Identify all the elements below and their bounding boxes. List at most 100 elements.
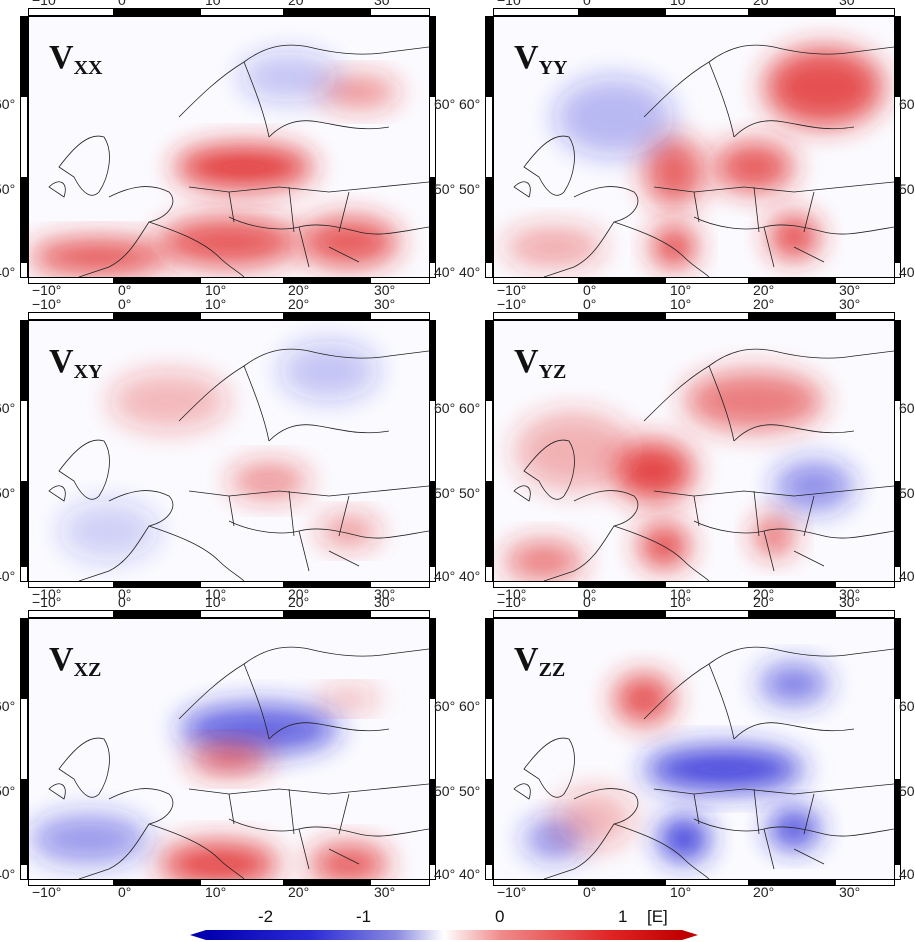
- longitude-tick-bottom: 10°: [670, 586, 692, 602]
- latitude-tick-right: 60°: [899, 698, 915, 714]
- gravity-gradient-field: [504, 348, 894, 581]
- latitude-tick-right: 50°: [434, 783, 456, 799]
- longitude-tick-bottom: 20°: [288, 884, 310, 900]
- longitude-tick-bottom: −10°: [497, 884, 527, 900]
- gravity-gradient-field: [504, 44, 894, 277]
- longitude-tick-bottom: 0°: [583, 282, 597, 298]
- longitude-tick-top: 30°: [839, 0, 861, 8]
- map-frame-left: [485, 618, 493, 880]
- map-frame-right: [893, 320, 901, 582]
- longitude-tick-bottom: 30°: [839, 282, 861, 298]
- longitude-tick-top: 30°: [374, 296, 396, 312]
- longitude-tick-top: −10°: [497, 296, 527, 312]
- field-anomaly: [764, 47, 884, 127]
- latitude-tick-left: 60°: [0, 698, 16, 714]
- longitude-tick-top: 10°: [205, 594, 227, 610]
- field-anomaly: [319, 76, 399, 108]
- map-frame-top: [493, 8, 895, 16]
- latitude-tick-left: 60°: [459, 698, 481, 714]
- latitude-tick-right: 40°: [899, 264, 915, 280]
- latitude-tick-right: 40°: [434, 264, 456, 280]
- longitude-tick-bottom: 20°: [753, 282, 775, 298]
- latitude-tick-right: 60°: [434, 400, 456, 416]
- field-anomaly: [179, 704, 339, 754]
- longitude-tick-top: 0°: [583, 594, 597, 610]
- longitude-tick-bottom: 30°: [374, 884, 396, 900]
- panel-label: VYY: [514, 39, 568, 79]
- longitude-tick-top: −10°: [497, 0, 527, 8]
- map-frame-left: [20, 16, 28, 278]
- field-anomaly: [759, 664, 829, 704]
- longitude-tick-bottom: 20°: [753, 884, 775, 900]
- latitude-tick-left: 50°: [459, 181, 481, 197]
- longitude-tick-bottom: −10°: [32, 282, 62, 298]
- longitude-tick-top: 0°: [118, 0, 132, 8]
- longitude-tick-top: 10°: [670, 0, 692, 8]
- gradient-panel-yz: VYZ −10° −10° 0° 0° 10° 10° 20° 20° 30° 30° 60° 60°…: [459, 296, 915, 602]
- map-frame-top: [28, 312, 430, 320]
- longitude-tick-bottom: −10°: [497, 282, 527, 298]
- longitude-tick-top: 30°: [839, 594, 861, 610]
- panel-label: VYZ: [514, 343, 567, 383]
- longitude-tick-bottom: 20°: [288, 282, 310, 298]
- field-anomaly: [644, 137, 704, 207]
- longitude-tick-top: 20°: [288, 0, 310, 8]
- latitude-tick-left: 40°: [0, 866, 16, 882]
- map-area: VYZ: [493, 320, 895, 582]
- gravity-gradient-field: [29, 44, 429, 277]
- longitude-tick-top: 10°: [670, 296, 692, 312]
- longitude-tick-bottom: 10°: [205, 586, 227, 602]
- latitude-tick-left: 50°: [459, 485, 481, 501]
- colorbar-min-arrow: [190, 930, 206, 940]
- map-frame-left: [485, 16, 493, 278]
- longitude-tick-bottom: 10°: [670, 884, 692, 900]
- panel-label: VZZ: [514, 641, 566, 681]
- colorbar: -2 -1 0 1 [E]: [190, 907, 710, 942]
- coastlines-and-borders: [48, 44, 429, 277]
- field-anomaly: [109, 371, 229, 431]
- gravity-gradient-field: [29, 646, 429, 879]
- latitude-tick-left: 40°: [0, 568, 16, 584]
- longitude-tick-bottom: 0°: [118, 586, 132, 602]
- map-frame-top: [28, 610, 430, 618]
- field-anomaly: [769, 215, 819, 259]
- longitude-tick-top: 20°: [753, 296, 775, 312]
- latitude-tick-left: 60°: [459, 96, 481, 112]
- longitude-tick-bottom: 30°: [839, 884, 861, 900]
- latitude-tick-left: 60°: [459, 400, 481, 416]
- field-anomaly: [504, 541, 584, 581]
- latitude-tick-left: 40°: [459, 264, 481, 280]
- longitude-tick-top: 30°: [374, 594, 396, 610]
- map-frame-left: [20, 320, 28, 582]
- gradient-panel-xx: VXX −10° −10° 0° 0° 10° 10° 20° 20° 30° 30° 60° 60°…: [0, 0, 455, 298]
- panel-label: VXY: [49, 343, 103, 383]
- latitude-tick-right: 50°: [899, 181, 915, 197]
- longitude-tick-top: 0°: [118, 296, 132, 312]
- latitude-tick-left: 60°: [0, 400, 16, 416]
- field-anomaly: [59, 501, 159, 561]
- longitude-tick-top: 30°: [374, 0, 396, 8]
- field-anomaly: [554, 789, 634, 849]
- coastlines-and-borders: [513, 44, 894, 277]
- longitude-tick-top: 20°: [753, 0, 775, 8]
- field-anomaly: [174, 145, 314, 189]
- longitude-tick-bottom: 0°: [583, 586, 597, 602]
- field-anomaly: [159, 842, 279, 879]
- coastlines-and-borders: [513, 348, 894, 581]
- latitude-tick-right: 50°: [434, 181, 456, 197]
- colorbar-tick: -1: [356, 907, 372, 926]
- longitude-tick-bottom: 20°: [288, 586, 310, 602]
- longitude-tick-top: 10°: [670, 594, 692, 610]
- map-area: VXY: [28, 320, 430, 582]
- latitude-tick-right: 50°: [899, 783, 915, 799]
- latitude-tick-left: 50°: [459, 783, 481, 799]
- field-anomaly: [714, 142, 794, 192]
- field-anomaly: [239, 52, 339, 102]
- longitude-tick-top: 0°: [583, 0, 597, 8]
- latitude-tick-left: 40°: [0, 264, 16, 280]
- longitude-tick-bottom: 10°: [205, 884, 227, 900]
- field-anomaly: [309, 844, 389, 879]
- colorbar-max-arrow: [682, 930, 698, 940]
- map-area: VXZ: [28, 618, 430, 880]
- longitude-tick-bottom: 0°: [583, 884, 597, 900]
